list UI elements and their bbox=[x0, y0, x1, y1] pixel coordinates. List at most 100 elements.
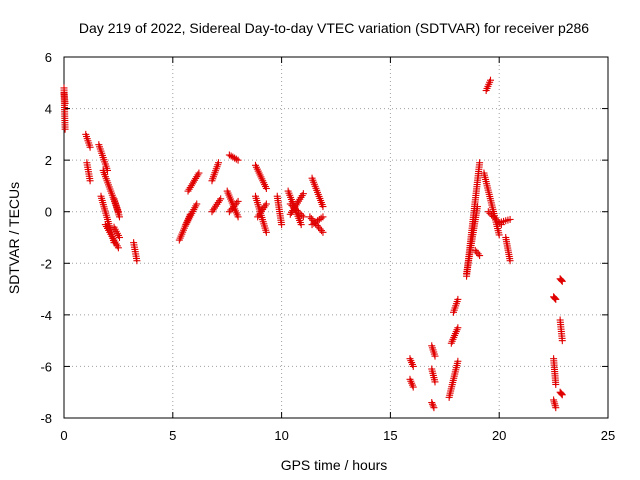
data-point bbox=[496, 219, 504, 227]
data-point bbox=[552, 295, 560, 303]
data-point bbox=[230, 203, 238, 211]
data-point bbox=[558, 277, 566, 285]
grid bbox=[64, 57, 608, 418]
data-point bbox=[558, 390, 566, 398]
data-point bbox=[454, 324, 462, 332]
x-tick-label: 0 bbox=[60, 428, 67, 443]
y-tick-label: -6 bbox=[40, 359, 52, 374]
data-point bbox=[558, 391, 566, 399]
data-point bbox=[506, 257, 514, 265]
data-point bbox=[488, 211, 496, 219]
data-point bbox=[306, 213, 314, 221]
data-point bbox=[557, 389, 565, 397]
data-point bbox=[428, 399, 436, 407]
data-point bbox=[492, 216, 500, 224]
data-points bbox=[60, 76, 566, 412]
data-point bbox=[115, 234, 123, 241]
x-axis: 0 5 10 15 20 25 bbox=[60, 57, 615, 443]
x-tick-label: 20 bbox=[492, 428, 506, 443]
data-point bbox=[195, 169, 203, 177]
data-point bbox=[297, 221, 305, 229]
data-point bbox=[233, 199, 241, 207]
data-point bbox=[234, 197, 242, 205]
data-point bbox=[473, 203, 481, 211]
data-point bbox=[231, 201, 239, 209]
y-tick-label: 0 bbox=[45, 205, 52, 220]
data-point bbox=[288, 202, 296, 210]
data-point bbox=[431, 352, 439, 360]
data-point bbox=[428, 400, 436, 408]
data-point bbox=[489, 213, 497, 221]
data-point bbox=[316, 225, 324, 233]
data-point bbox=[476, 252, 484, 260]
data-point bbox=[486, 76, 494, 84]
x-tick-label: 25 bbox=[601, 428, 615, 443]
data-point bbox=[495, 231, 503, 239]
y-tick-label: 6 bbox=[45, 50, 52, 65]
y-axis-label: SDTVAR / TECUs bbox=[6, 182, 22, 294]
data-point bbox=[319, 213, 327, 221]
data-point bbox=[551, 295, 559, 303]
data-point bbox=[506, 215, 514, 223]
data-point bbox=[298, 211, 306, 219]
y-tick-label: 2 bbox=[45, 153, 52, 168]
data-point bbox=[552, 380, 560, 388]
y-tick-label: 4 bbox=[45, 102, 52, 117]
data-point bbox=[431, 378, 439, 386]
x-axis-label: GPS time / hours bbox=[281, 457, 388, 473]
data-point bbox=[557, 276, 565, 284]
data-point bbox=[491, 214, 499, 222]
y-tick-label: -4 bbox=[40, 308, 52, 323]
data-point bbox=[409, 383, 417, 391]
data-point bbox=[293, 206, 301, 214]
data-point bbox=[315, 223, 323, 231]
data-point bbox=[471, 246, 479, 254]
data-point bbox=[278, 221, 286, 229]
data-point bbox=[225, 208, 233, 216]
data-point bbox=[319, 228, 327, 236]
data-point bbox=[86, 177, 94, 185]
data-point bbox=[262, 200, 270, 208]
data-point bbox=[409, 362, 417, 370]
data-point bbox=[454, 295, 462, 303]
data-point bbox=[558, 276, 566, 284]
y-tick-label: -2 bbox=[40, 256, 52, 271]
data-point bbox=[296, 210, 304, 218]
data-point bbox=[217, 195, 225, 203]
x-tick-label: 5 bbox=[169, 428, 176, 443]
data-point bbox=[319, 203, 327, 211]
data-point bbox=[234, 213, 242, 221]
data-point bbox=[307, 215, 315, 223]
data-point bbox=[476, 159, 484, 167]
data-point bbox=[291, 205, 299, 213]
y-tick-label: -8 bbox=[40, 411, 52, 426]
data-point bbox=[484, 208, 492, 216]
data-point bbox=[262, 185, 270, 193]
data-point bbox=[61, 99, 69, 107]
data-point bbox=[552, 404, 560, 412]
data-point bbox=[290, 203, 298, 211]
data-point bbox=[294, 208, 302, 216]
data-point bbox=[454, 357, 462, 365]
data-point bbox=[550, 294, 558, 302]
data-point bbox=[228, 204, 236, 212]
data-point bbox=[429, 402, 437, 410]
data-point bbox=[114, 244, 122, 252]
chart-title: Day 219 of 2022, Sidereal Day-to-day VTE… bbox=[79, 20, 589, 36]
plot-frame bbox=[63, 56, 609, 419]
data-point bbox=[473, 248, 481, 256]
y-axis: -8 -6 -4 -2 0 2 4 6 bbox=[40, 50, 608, 426]
data-point bbox=[61, 125, 69, 133]
data-point bbox=[558, 337, 566, 345]
data-point bbox=[430, 404, 438, 412]
x-tick-label: 15 bbox=[383, 428, 397, 443]
data-point bbox=[115, 213, 123, 221]
data-point bbox=[133, 257, 141, 265]
data-point bbox=[227, 206, 235, 214]
data-point bbox=[299, 190, 307, 198]
data-point bbox=[486, 209, 494, 217]
data-point bbox=[193, 200, 201, 208]
x-tick-label: 10 bbox=[274, 428, 288, 443]
data-point bbox=[262, 228, 270, 236]
